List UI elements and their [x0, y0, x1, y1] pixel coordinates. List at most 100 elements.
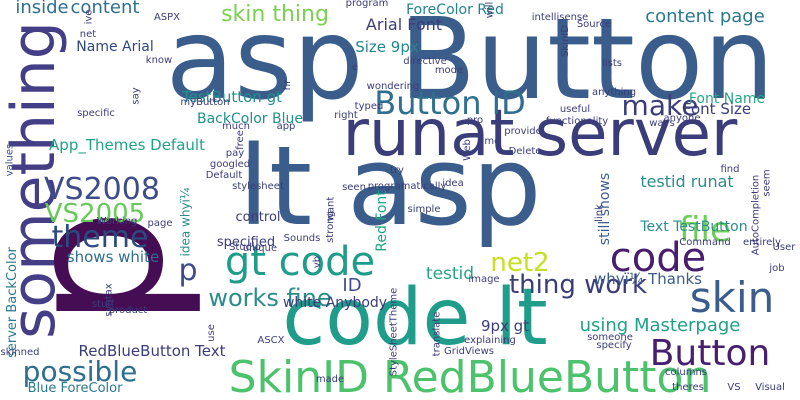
- cloud-word: googled: [209, 159, 251, 170]
- cloud-word: Visual: [755, 382, 785, 393]
- cloud-word: ID: [342, 275, 362, 296]
- cloud-word: VS: [727, 382, 741, 393]
- cloud-word: seen: [342, 182, 366, 193]
- cloud-word: VS2008: [44, 172, 160, 207]
- cloud-word: vb: [311, 255, 323, 269]
- cloud-word: VS2005: [44, 199, 146, 229]
- cloud-word: functionality: [545, 116, 609, 127]
- cloud-word: white Anybody: [282, 295, 388, 311]
- cloud-word: Font Size: [682, 99, 752, 118]
- cloud-word: SkinID RedBlueButton: [228, 352, 712, 400]
- cloud-word: runat server: [342, 97, 738, 171]
- cloud-word: anyone: [663, 113, 701, 124]
- cloud-word: whyï¼ Thanks: [594, 269, 702, 288]
- cloud-word: Web: [462, 139, 473, 161]
- cloud-word: theme: [51, 220, 149, 255]
- cloud-word: page: [147, 218, 173, 229]
- cloud-word: Text TestButton: [640, 219, 748, 235]
- cloud-word: product: [108, 305, 148, 316]
- cloud-word: want: [324, 196, 336, 222]
- cloud-word: Font Name: [688, 91, 766, 107]
- cloud-word: typed: [354, 101, 384, 112]
- cloud-word: Sounds: [283, 233, 321, 244]
- cloud-word: BackColor Blue: [197, 111, 303, 127]
- cloud-word: time: [477, 136, 501, 147]
- cloud-word: content page: [645, 6, 765, 27]
- cloud-word: job: [769, 263, 785, 274]
- cloud-word: find: [720, 164, 740, 175]
- cloud-word: ForeColor Red: [406, 2, 504, 18]
- cloud-word: Studio: [229, 242, 261, 253]
- cloud-word: pay: [225, 148, 245, 159]
- cloud-word: net: [79, 29, 97, 40]
- cloud-word: SkinID: [560, 25, 571, 57]
- cloud-word: free: [235, 130, 246, 150]
- cloud-word: use: [205, 324, 217, 342]
- cloud-word: know: [145, 55, 173, 66]
- cloud-word: Default: [205, 170, 243, 181]
- cloud-word: right: [334, 110, 358, 121]
- cloud-word: TestButton gt: [182, 87, 282, 106]
- cloud-word: values: [4, 143, 15, 177]
- cloud-word: unique: [242, 243, 278, 254]
- cloud-word: server BackColor: [4, 246, 20, 358]
- cloud-word: testid: [425, 263, 475, 284]
- cloud-word: Arial Font: [365, 15, 443, 34]
- cloud-word: pro: [466, 115, 484, 126]
- cloud-word: columns: [664, 367, 708, 378]
- cloud-word: works fine: [208, 284, 332, 312]
- cloud-word: syntax: [104, 283, 115, 317]
- cloud-word: thing work: [508, 270, 648, 300]
- cloud-word: Red Font: [374, 190, 390, 252]
- cloud-word: gt code: [224, 239, 376, 285]
- cloud-word: specific: [77, 108, 115, 119]
- cloud-word: useful: [559, 104, 591, 115]
- cloud-word: try: [390, 165, 404, 176]
- cloud-word: ways: [649, 118, 675, 129]
- cloud-word: RedBlueButton Text: [78, 341, 226, 360]
- cloud-word: Command: [679, 237, 731, 248]
- cloud-word: skin: [689, 273, 775, 322]
- cloud-word: Blue ForeColor: [27, 380, 123, 396]
- cloud-word: stuff: [91, 299, 115, 310]
- cloud-word: make: [621, 89, 699, 122]
- cloud-word: explaining: [464, 335, 516, 346]
- cloud-word: made: [315, 374, 345, 385]
- cloud-word: possible: [22, 355, 138, 388]
- cloud-word: Delete: [508, 146, 542, 157]
- cloud-word: code: [609, 235, 707, 281]
- cloud-word: myButton: [180, 97, 230, 108]
- cloud-word: mode: [434, 65, 464, 76]
- cloud-word: will: [483, 1, 495, 19]
- cloud-word: control: [235, 209, 281, 225]
- cloud-word: entirely: [743, 237, 781, 248]
- cloud-word: idea: [442, 178, 464, 189]
- cloud-word: lt asp: [238, 122, 542, 250]
- cloud-word: specify: [596, 340, 632, 351]
- cloud-word: file: [679, 210, 731, 250]
- cloud-word: code lt: [282, 273, 548, 363]
- cloud-word: Source: [576, 19, 612, 30]
- cloud-word: someone: [587, 332, 633, 343]
- cloud-word: ASCX: [257, 335, 285, 346]
- cloud-word: lists: [602, 58, 622, 69]
- cloud-word: 9px gt: [480, 316, 530, 335]
- cloud-word: programatically: [367, 181, 447, 192]
- cloud-word: intellisense: [531, 12, 589, 23]
- cloud-word: Button ID: [374, 84, 526, 122]
- cloud-word: hr: [281, 79, 293, 91]
- cloud-word: testid runat: [640, 172, 734, 191]
- cloud-word: User: [772, 242, 796, 253]
- cloud-word: skin thing: [221, 2, 329, 27]
- cloud-word: ASPX: [153, 12, 181, 23]
- cloud-word: ive: [82, 9, 94, 25]
- cloud-word: image: [468, 274, 500, 285]
- cloud-word: seem: [761, 169, 773, 197]
- cloud-word: Size 9px: [355, 37, 419, 56]
- cloud-word: content: [70, 0, 140, 18]
- cloud-word: e: [351, 62, 359, 73]
- cloud-word: skinned: [0, 347, 40, 358]
- cloud-word: using Masterpage: [579, 315, 741, 336]
- cloud-word: specified: [216, 234, 276, 250]
